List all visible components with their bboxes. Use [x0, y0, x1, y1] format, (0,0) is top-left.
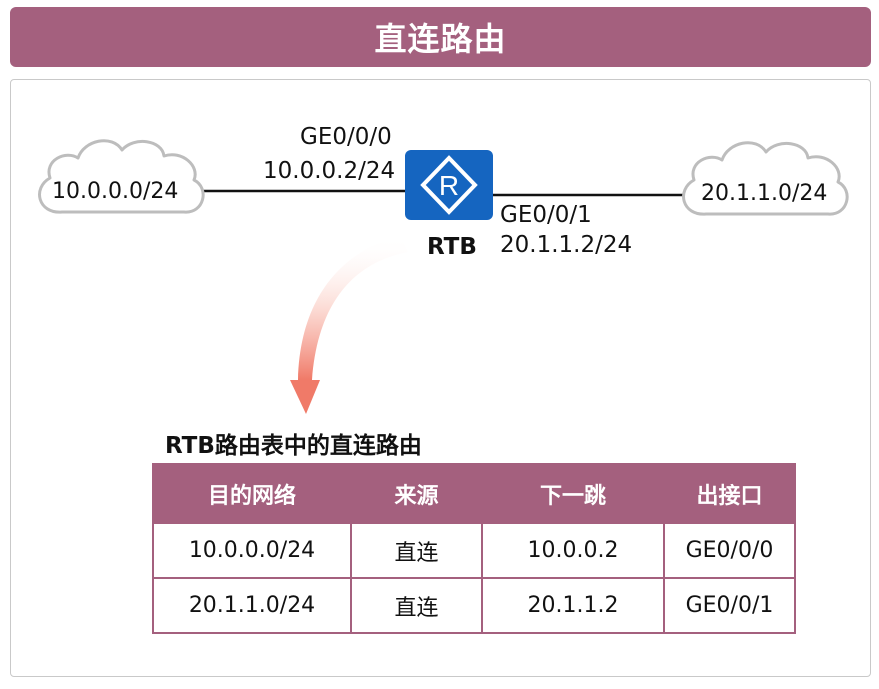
- header-out-interface: 出接口: [663, 463, 796, 524]
- left-interface-name: GE0/0/0: [300, 124, 392, 150]
- cell-source: 直连: [350, 577, 483, 634]
- curved-arrow: [298, 236, 408, 380]
- routing-table: 目的网络 来源 下一跳 出接口 10.0.0.0/24 直连 10.0.0.2 …: [152, 463, 796, 634]
- cell-next-hop: 20.1.1.2: [481, 577, 665, 634]
- arrow-head: [290, 380, 320, 414]
- svg-text:R: R: [439, 170, 459, 201]
- right-interface-ip: 20.1.1.2/24: [500, 232, 633, 258]
- router-rtb[interactable]: R: [405, 150, 493, 220]
- page-title: 直连路由: [374, 20, 507, 58]
- right-cloud: [682, 141, 849, 216]
- right-network-label: 20.1.1.0/24: [701, 181, 828, 206]
- router-icon: R: [420, 155, 478, 215]
- cell-source: 直连: [350, 522, 483, 579]
- header-next-hop: 下一跳: [481, 463, 665, 524]
- header-destination: 目的网络: [152, 463, 352, 524]
- right-interface-name: GE0/0/1: [500, 202, 592, 228]
- title-banner: 直连路由: [10, 7, 871, 67]
- header-source: 来源: [350, 463, 483, 524]
- cell-destination: 10.0.0.0/24: [152, 522, 352, 579]
- router-label: RTB: [427, 234, 477, 260]
- left-cloud: [38, 139, 205, 214]
- cell-destination: 20.1.1.0/24: [152, 577, 352, 634]
- table-header-row: 目的网络 来源 下一跳 出接口: [152, 463, 796, 524]
- cell-next-hop: 10.0.0.2: [481, 522, 665, 579]
- cell-out-interface: GE0/0/0: [663, 522, 796, 579]
- left-network-label: 10.0.0.0/24: [52, 179, 179, 204]
- left-interface-ip: 10.0.0.2/24: [263, 158, 396, 184]
- cell-out-interface: GE0/0/1: [663, 577, 796, 634]
- table-row: 20.1.1.0/24 直连 20.1.1.2 GE0/0/1: [152, 577, 796, 634]
- table-row: 10.0.0.0/24 直连 10.0.0.2 GE0/0/0: [152, 522, 796, 579]
- table-caption: RTB路由表中的直连路由: [165, 433, 422, 459]
